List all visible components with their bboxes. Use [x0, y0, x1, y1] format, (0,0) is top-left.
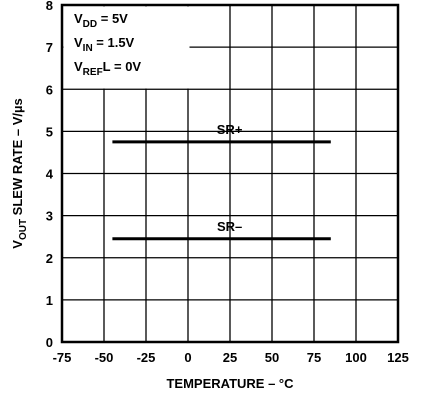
series-label: SR–	[217, 219, 242, 234]
text-part: L = 0V	[103, 59, 142, 74]
y-tick-label: 4	[46, 167, 54, 182]
annotation-box	[63, 6, 190, 89]
y-tick-label: 8	[46, 0, 53, 13]
text-part: = 1.5V	[93, 35, 135, 50]
x-tick-label: 75	[307, 350, 321, 365]
y-tick-label: 2	[46, 251, 53, 266]
y-tick-label: 5	[46, 124, 53, 139]
y-tick-label: 6	[46, 82, 53, 97]
x-axis-label: TEMPERATURE – °C	[166, 376, 294, 391]
text-part: V	[74, 59, 83, 74]
text-part: OUT	[18, 219, 29, 240]
text-part: SLEW RATE – V/µs	[10, 98, 25, 219]
x-tick-label: -75	[53, 350, 72, 365]
x-tick-label: -50	[95, 350, 114, 365]
y-tick-label: 3	[46, 209, 53, 224]
y-tick-label: 1	[46, 293, 53, 308]
series-label: SR+	[217, 122, 243, 137]
x-tick-label: 125	[387, 350, 409, 365]
x-tick-label: 50	[265, 350, 279, 365]
y-tick-label: 7	[46, 40, 53, 55]
annotation: VREFL = 0V	[74, 59, 141, 78]
x-tick-label: 100	[345, 350, 367, 365]
text-part: REF	[83, 67, 103, 78]
x-tick-label: 0	[184, 350, 191, 365]
y-axis-label: VOUT SLEW RATE – V/µs	[10, 98, 29, 248]
text-part: V	[74, 11, 83, 26]
x-tick-label: -25	[137, 350, 156, 365]
y-tick-label: 0	[46, 335, 53, 350]
text-part: IN	[83, 43, 93, 54]
text-part: = 5V	[97, 11, 128, 26]
x-tick-label: 25	[223, 350, 237, 365]
text-part: DD	[83, 19, 97, 30]
plot-frame	[60, 3, 400, 344]
annotation: VDD = 5V	[74, 11, 128, 30]
annotation: VIN = 1.5V	[74, 35, 135, 54]
text-part: V	[74, 35, 83, 50]
text-part: V	[10, 240, 25, 249]
